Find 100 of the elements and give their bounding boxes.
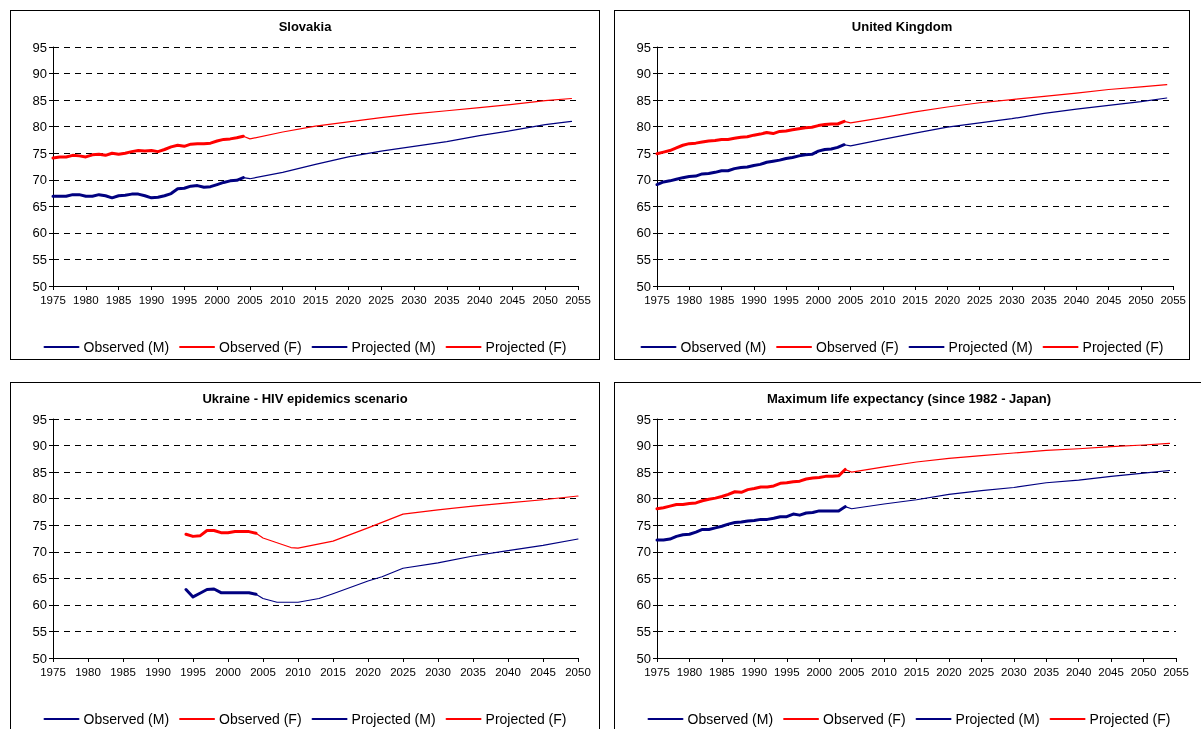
x-tick-label: 2030 bbox=[999, 294, 1025, 306]
x-tick-label: 2005 bbox=[237, 294, 263, 306]
x-tick-label: 2040 bbox=[495, 666, 521, 678]
x-tick-label: 2015 bbox=[903, 666, 930, 678]
legend-label: Observed (F) bbox=[219, 711, 302, 727]
x-tick-label: 2025 bbox=[390, 666, 416, 678]
x-tick-label: 2055 bbox=[1163, 666, 1189, 678]
y-tick-label: 70 bbox=[32, 172, 47, 188]
y-tick-label: 65 bbox=[32, 570, 47, 586]
x-tick-label: 2015 bbox=[302, 294, 329, 306]
x-tick-label: 2040 bbox=[1063, 294, 1090, 306]
legend-label: Projected (M) bbox=[948, 339, 1033, 355]
x-tick-label: 2045 bbox=[1095, 294, 1122, 306]
x-tick-label: 2025 bbox=[368, 294, 394, 306]
chart-title: Maximum life expectancy (since 1982 - Japan) bbox=[767, 391, 1051, 406]
x-tick-label: 2030 bbox=[425, 666, 451, 678]
y-tick-label: 75 bbox=[32, 145, 47, 161]
chart-title: United Kingdom bbox=[851, 19, 953, 34]
x-tick-label: 2005 bbox=[838, 666, 865, 678]
legend-label: Observed (M) bbox=[680, 339, 767, 355]
x-tick-label: 2000 bbox=[215, 666, 241, 678]
x-tick-label: 1985 bbox=[709, 666, 735, 678]
y-tick-label: 50 bbox=[32, 650, 47, 666]
y-tick-label: 70 bbox=[636, 544, 651, 560]
x-tick-label: 2050 bbox=[1130, 666, 1157, 678]
x-tick-label: 2015 bbox=[902, 294, 928, 306]
y-tick-label: 85 bbox=[32, 464, 47, 480]
y-tick-label: 65 bbox=[32, 198, 47, 214]
y-tick-label: 50 bbox=[32, 278, 47, 294]
y-tick-label: 50 bbox=[636, 278, 651, 294]
x-tick-label: 2040 bbox=[1065, 666, 1092, 678]
x-tick-label: 1990 bbox=[740, 294, 767, 306]
x-tick-label: 2055 bbox=[1160, 294, 1187, 306]
y-tick-label: 65 bbox=[636, 570, 651, 586]
y-tick-label: 70 bbox=[636, 172, 651, 188]
y-tick-label: 90 bbox=[32, 66, 47, 82]
x-tick-label: 1985 bbox=[105, 294, 132, 306]
x-tick-label: 2045 bbox=[530, 666, 556, 678]
x-tick-label: 2010 bbox=[870, 294, 896, 306]
x-tick-label: 2025 bbox=[966, 294, 993, 306]
x-tick-label: 2020 bbox=[355, 666, 381, 678]
y-tick-label: 55 bbox=[32, 623, 47, 639]
y-tick-label: 90 bbox=[32, 438, 47, 454]
legend-label: Projected (F) bbox=[1089, 711, 1171, 727]
x-tick-label: 1995 bbox=[171, 294, 198, 306]
x-tick-label: 1980 bbox=[676, 666, 703, 678]
y-tick-label: 55 bbox=[636, 251, 651, 267]
legend-label: Projected (F) bbox=[485, 339, 567, 355]
x-tick-label: 1995 bbox=[773, 666, 800, 678]
chart-title: Slovakia bbox=[278, 19, 333, 34]
y-tick-label: 85 bbox=[636, 92, 651, 108]
x-tick-label: 2000 bbox=[204, 294, 230, 306]
x-tick-label: 2050 bbox=[532, 294, 558, 306]
x-tick-label: 1990 bbox=[138, 294, 165, 306]
y-tick-label: 85 bbox=[636, 464, 651, 480]
x-tick-label: 2030 bbox=[401, 294, 427, 306]
x-tick-label: 2050 bbox=[1128, 294, 1154, 306]
y-tick-label: 80 bbox=[32, 119, 47, 135]
legend-label: Observed (M) bbox=[687, 711, 774, 727]
x-tick-label: 2035 bbox=[433, 294, 460, 306]
y-tick-label: 75 bbox=[636, 517, 651, 533]
y-tick-label: 80 bbox=[636, 491, 651, 507]
x-tick-label: 1980 bbox=[676, 294, 703, 306]
x-tick-label: 1995 bbox=[180, 666, 206, 678]
y-tick-label: 55 bbox=[32, 251, 47, 267]
y-tick-label: 95 bbox=[636, 411, 651, 427]
x-tick-label: 2045 bbox=[499, 294, 526, 306]
legend-label: Observed (M) bbox=[83, 339, 170, 355]
x-tick-label: 1985 bbox=[708, 294, 735, 306]
x-tick-label: 2010 bbox=[285, 666, 311, 678]
x-tick-label: 2050 bbox=[565, 666, 591, 678]
x-tick-label: 2020 bbox=[934, 294, 961, 306]
y-tick-label: 60 bbox=[636, 225, 651, 241]
legend-label: Projected (M) bbox=[955, 711, 1040, 727]
y-tick-label: 95 bbox=[636, 39, 651, 55]
x-tick-label: 1975 bbox=[40, 666, 66, 678]
x-tick-label: 2010 bbox=[871, 666, 897, 678]
x-tick-label: 1980 bbox=[75, 666, 101, 678]
legend-label: Projected (M) bbox=[351, 711, 436, 727]
y-tick-label: 60 bbox=[32, 225, 47, 241]
x-tick-label: 2000 bbox=[805, 294, 832, 306]
y-tick-label: 80 bbox=[32, 491, 47, 507]
y-tick-label: 70 bbox=[32, 544, 47, 560]
legend-label: Observed (F) bbox=[219, 339, 302, 355]
x-tick-label: 2020 bbox=[335, 294, 362, 306]
x-tick-label: 2005 bbox=[837, 294, 864, 306]
y-tick-label: 85 bbox=[32, 92, 47, 108]
chart-title: Ukraine - HIV epidemics scenario bbox=[202, 391, 408, 406]
x-tick-label: 1975 bbox=[644, 294, 670, 306]
legend-label: Observed (F) bbox=[823, 711, 906, 727]
y-tick-label: 80 bbox=[636, 119, 651, 135]
y-tick-label: 95 bbox=[32, 39, 47, 55]
legend-label: Observed (F) bbox=[816, 339, 899, 355]
y-tick-label: 90 bbox=[636, 438, 651, 454]
x-tick-label: 2055 bbox=[565, 294, 591, 306]
y-tick-label: 60 bbox=[636, 597, 651, 613]
x-tick-label: 2035 bbox=[460, 666, 486, 678]
x-tick-label: 1980 bbox=[73, 294, 99, 306]
legend-label: Projected (M) bbox=[351, 339, 436, 355]
y-tick-label: 65 bbox=[636, 198, 651, 214]
